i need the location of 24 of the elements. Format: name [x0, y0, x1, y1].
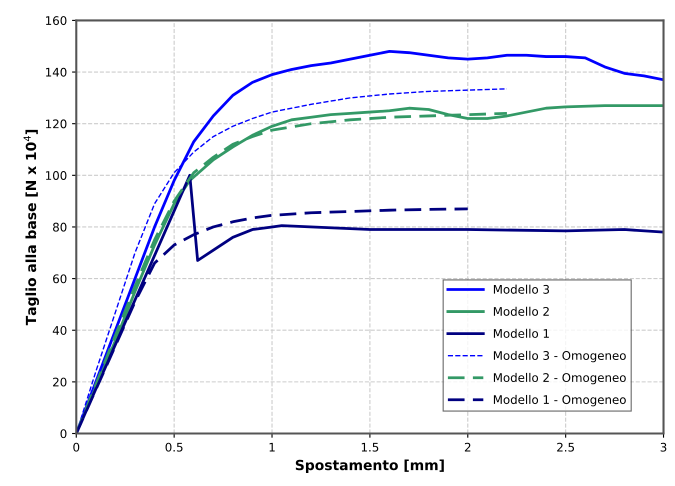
x-tick-label: 3	[660, 442, 666, 452]
x-tick-label: 0.5	[166, 442, 183, 452]
x-tick-label: 1	[270, 442, 275, 452]
y-tick-label: 160	[46, 16, 66, 26]
y-tick-label: 20	[53, 378, 66, 387]
y-tick-label: 0	[60, 429, 66, 438]
x-tick-label: 2	[464, 442, 470, 452]
legend-label: Modello 1 - Omogeneo	[494, 394, 626, 406]
y-tick-label: 120	[46, 119, 66, 128]
legend-label: Modello 1	[494, 328, 549, 338]
x-tick-label: 0	[73, 442, 80, 452]
x-tick-label: 1.5	[362, 442, 378, 452]
legend-label: Modello 2 - Omogeneo	[494, 372, 626, 384]
legend-label: Modello 2	[494, 306, 549, 316]
y-tick-label: 80	[53, 222, 66, 232]
x-axis-title: Spostamento [mm]	[296, 460, 444, 473]
y-tick-label: 40	[52, 326, 66, 335]
legend-label: Modello 3	[494, 284, 550, 294]
y-tick-label: 140	[46, 68, 66, 77]
y-tick-label: 100	[46, 171, 66, 180]
x-tick-label: 2.5	[557, 442, 574, 452]
y-axis-title: Taglio alla base [N x 10$^{4}$]	[24, 130, 40, 326]
legend-label: Modello 3 - Omogeneo	[494, 350, 626, 362]
y-tick-label: 60	[53, 274, 66, 284]
